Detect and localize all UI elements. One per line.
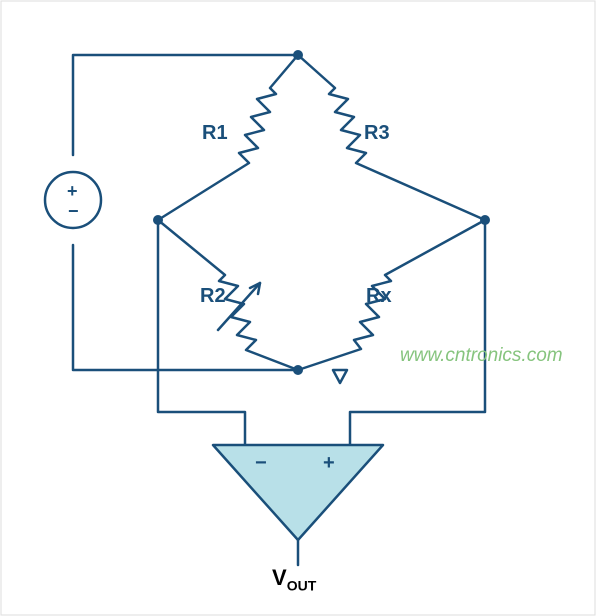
ground-symbol (333, 370, 347, 383)
watermark: www.cntronics.com (400, 345, 563, 367)
wire-source-bottom (73, 245, 298, 370)
label-r3: R3 (364, 122, 390, 145)
label-r1: R1 (202, 122, 228, 145)
label-rx: Rx (366, 285, 392, 308)
resistor-r3 (298, 55, 485, 220)
label-vout: VOUT (272, 565, 316, 593)
label-r2: R2 (200, 285, 226, 308)
label-amp-plus: + (323, 452, 335, 475)
node-top (293, 50, 303, 60)
label-amp-minus: − (255, 452, 267, 475)
node-right (480, 215, 490, 225)
circuit-diagram (0, 0, 596, 616)
node-left (153, 215, 163, 225)
vout-sub: OUT (287, 577, 317, 593)
resistor-r2 (158, 220, 298, 370)
resistor-r1 (158, 55, 298, 220)
amplifier (213, 445, 383, 540)
node-bottom (293, 365, 303, 375)
vout-v: V (272, 565, 287, 590)
wire-left-amp (158, 220, 245, 445)
label-src-plus: + (67, 181, 78, 202)
label-src-minus: − (68, 201, 79, 222)
